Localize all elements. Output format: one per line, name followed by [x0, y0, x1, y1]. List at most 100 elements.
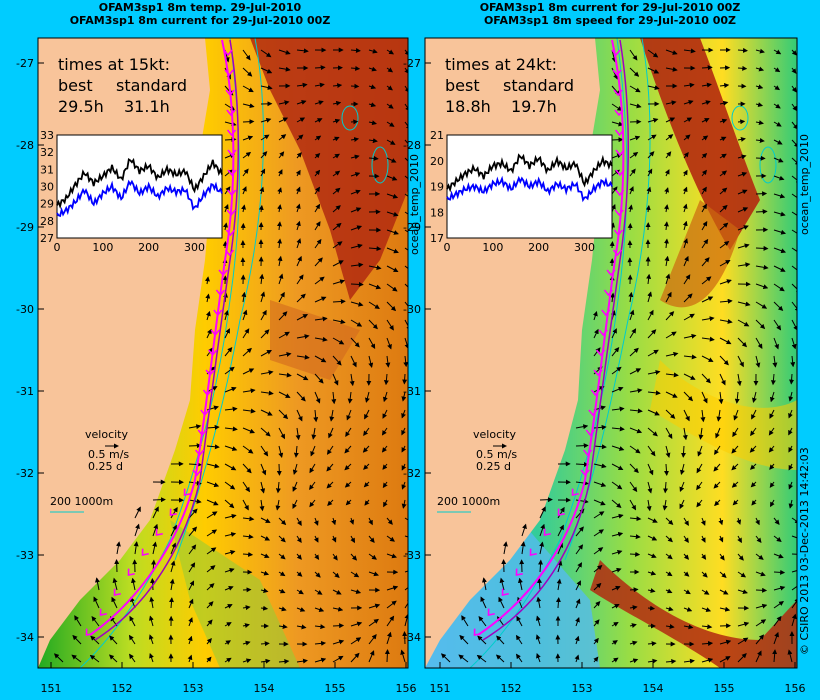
- left-vector-13: [260, 67, 273, 74]
- left-vector-292: [382, 481, 388, 489]
- left-vector-157: [241, 291, 247, 303]
- right-fast-band-2: [660, 200, 740, 308]
- left-vector-213: [383, 373, 389, 386]
- right-vector-370: [791, 570, 797, 573]
- lat-axis: -27 -27 -28 -28 -29 -29 -30 -30 -31 -31 -32 -32 -33 -…: [16, 57, 431, 644]
- left-vector-201: [385, 355, 391, 368]
- left-vector-177: [386, 319, 394, 331]
- right-vector-443: [773, 631, 779, 645]
- left-chevron-17: [202, 389, 213, 397]
- left-vector-151: [350, 281, 364, 287]
- right-vector-324: [575, 526, 584, 537]
- left-inset-xtick-0: 0: [54, 241, 61, 254]
- right-vector-250: [575, 443, 589, 449]
- right-vector-117: [737, 225, 749, 231]
- left-vector-253: [206, 444, 220, 450]
- left-vector-152: [368, 283, 382, 290]
- left-vector-372: [368, 571, 379, 577]
- left-vector-49: [314, 118, 323, 123]
- left-vector-269: [242, 463, 252, 474]
- left-chevron-1: [224, 69, 234, 77]
- left-vector-205: [242, 368, 255, 375]
- left-chevron-7: [227, 189, 237, 197]
- left-vector-465: [350, 652, 360, 663]
- right-title-line2: OFAM3sp1 8m speed for 29-Jul-2010 00Z: [483, 14, 737, 27]
- right-vector-194: [683, 354, 697, 360]
- left-vector-43: [404, 103, 408, 112]
- left-vector-138: [332, 260, 344, 267]
- right-vector-192: [647, 349, 659, 357]
- right-vector-348: [701, 553, 707, 560]
- left-vector-338: [368, 535, 375, 543]
- right-vector-450: [536, 653, 541, 663]
- right-vector-408: [478, 615, 487, 627]
- left-inset-series-best: [56, 157, 223, 210]
- right-vector-89: [629, 186, 634, 195]
- right-vector-147: [683, 274, 691, 285]
- right-vector-341: [575, 544, 584, 555]
- left-vector-208: [296, 373, 309, 381]
- left-vector-20: [386, 67, 394, 73]
- left-vector-440: [260, 641, 270, 647]
- left-vector-97: [386, 193, 399, 199]
- right-vector-90: [646, 186, 652, 195]
- right-inset-ytick-4: 17: [430, 232, 444, 245]
- right-vector-180: [647, 329, 657, 339]
- right-vector-312: [647, 517, 658, 523]
- left-vector-282: [206, 481, 220, 488]
- left-inset-frame: [56, 134, 223, 239]
- left-vector-194: [260, 349, 272, 357]
- left-vector-433: [128, 634, 136, 645]
- right-vector-328: [647, 535, 658, 541]
- left-vector-285: [260, 481, 266, 494]
- right-vector-282: [647, 481, 653, 494]
- left-vector-409: [386, 600, 397, 609]
- right-vector-286: [713, 481, 721, 489]
- right-vector-243: [682, 427, 688, 441]
- right-vector-204: [647, 369, 661, 375]
- left-vector-306: [364, 499, 370, 506]
- right-vector-400: [683, 607, 693, 612]
- left-vector-2: [260, 49, 272, 58]
- left-title-line1: OFAM3sp1 8m temp. 29-Jul-2010: [98, 1, 302, 14]
- right-vector-220: [718, 391, 724, 405]
- right-vector-335: [773, 535, 782, 542]
- left-vector-34: [242, 103, 255, 109]
- right-inset-ytick-3: 18: [430, 206, 444, 219]
- left-vector-237: [382, 409, 388, 419]
- right-vector-315: [700, 517, 706, 526]
- left-vector-172: [296, 314, 309, 321]
- left-chevron-26: [127, 568, 135, 576]
- left-vector-141: [386, 265, 399, 273]
- right-vector-127: [719, 240, 730, 249]
- right-vector-366: [719, 571, 727, 578]
- right-vector-402: [719, 606, 731, 612]
- left-vector-53: [386, 121, 395, 127]
- left-vector-277: [382, 463, 388, 470]
- left-inset-ytick-1: 32: [40, 146, 54, 159]
- right-vector-221: [734, 391, 740, 404]
- left-chevron-9: [225, 229, 236, 237]
- left-vector-168: [223, 310, 229, 321]
- left-cool-band: [170, 520, 300, 668]
- right-vector-448: [495, 654, 505, 663]
- right-vector-356: [538, 559, 544, 573]
- left-vector-261: [344, 445, 352, 454]
- left-title-line2: OFAM3sp1 8m current for 29-Jul-2010 00Z: [69, 14, 331, 27]
- left-vector-458: [224, 657, 232, 663]
- left-vector-185: [314, 336, 328, 342]
- left-vector-33: [224, 103, 236, 111]
- right-vector-395: [593, 601, 601, 609]
- left-vector-412: [91, 615, 100, 627]
- right-vector-177: [593, 328, 599, 339]
- right-chevron-19: [585, 429, 595, 437]
- right-vector-322: [539, 523, 546, 537]
- right-chevron-10: [612, 249, 623, 257]
- right-vector-70: [683, 152, 689, 159]
- right-vector-193: [665, 351, 679, 357]
- right-vector-399: [665, 606, 674, 612]
- right-vector-157: [665, 291, 672, 303]
- right-vector-285: [696, 481, 703, 491]
- right-vector-24: [647, 85, 660, 91]
- left-vector-98: [404, 193, 408, 197]
